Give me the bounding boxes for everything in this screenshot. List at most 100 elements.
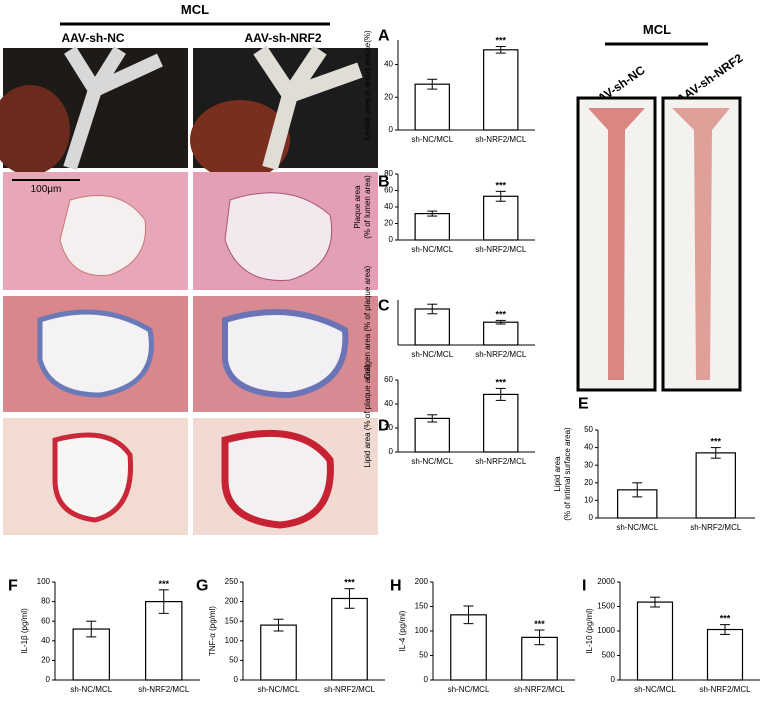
y-tick-label: 30 [584,460,593,469]
panel-label: E [578,395,589,412]
x-tick-label: sh-NRF2/MCL [138,685,190,694]
y-axis-label: IL-1β (pg/ml) [20,608,29,654]
x-tick-label: sh-NRF2/MCL [514,685,566,694]
y-tick-label: 40 [384,202,393,211]
y-tick-label: 40 [384,399,393,408]
y-tick-label: 50 [229,656,238,665]
y-tick-label: 200 [225,597,239,606]
panel-label: F [8,577,18,594]
y-tick-label: 0 [46,675,51,684]
y-axis-label: Lipid area [553,456,562,492]
bar [414,213,450,241]
bar [145,600,183,681]
significance: *** [710,437,721,447]
column-label: AAV-sh-NRF2 [244,31,321,45]
significance: *** [495,377,506,387]
x-tick-label: sh-NRF2/MCL [324,685,376,694]
x-tick-label: sh-NC/MCL [258,685,300,694]
y-tick-label: 0 [389,125,394,134]
y-tick-label: 50 [584,425,593,434]
x-tick-label: sh-NC/MCL [70,685,112,694]
y-tick-label: 250 [225,577,239,586]
image-detail [63,46,163,171]
bar [695,452,736,519]
y-tick-label: 60 [384,375,393,384]
image-detail [224,192,333,281]
significance: *** [534,619,545,629]
x-tick-label: sh-NRF2/MCL [699,685,751,694]
panel-label: A [378,27,390,44]
scale-label: 100μm [31,184,62,195]
y-tick-label: 0 [424,675,429,684]
bar [414,83,450,131]
bar [331,597,368,681]
y-tick-label: 500 [602,651,616,660]
image-detail [222,309,349,399]
y-tick-label: 150 [225,616,239,625]
bar [706,628,744,681]
bar [483,49,519,131]
y-axis-label: Lipid area (% of plaque area) [363,364,372,468]
y-tick-label: 20 [384,423,393,432]
y-axis-label: TNF-α (pg/ml) [208,606,217,656]
y-tick-label: 1500 [597,602,615,611]
y-tick-label: 20 [41,656,50,665]
bar [483,195,519,241]
image-detail [59,195,147,277]
y-axis-label: (% of lumen area) [363,175,372,239]
image-detail [52,432,134,523]
significance: *** [158,579,169,589]
y-tick-label: 100 [225,636,239,645]
image-detail [672,108,730,380]
y-tick-label: 200 [415,577,429,586]
y-tick-label: 100 [415,626,429,635]
y-tick-label: 40 [584,443,593,452]
y-tick-label: 0 [389,235,394,244]
bar [414,308,450,346]
group-title: MCL [643,22,671,37]
image-detail [588,108,645,380]
image-detail [0,85,70,175]
bar [483,393,519,453]
y-tick-label: 60 [41,616,50,625]
y-tick-label: 0 [389,447,394,456]
image-detail [37,309,154,398]
image-detail [253,45,363,171]
bar [414,417,450,453]
y-tick-label: 2000 [597,577,615,586]
y-axis-label: Plaque area [353,185,362,229]
y-tick-label: 10 [584,496,593,505]
significance: *** [495,180,506,190]
y-tick-label: 40 [41,636,50,645]
panel-label: H [390,577,402,594]
y-tick-label: 0 [611,675,616,684]
bar [483,321,519,346]
y-axis-label: IL-4 (pg/ml) [398,610,407,651]
y-axis-label: Collgen area (% of plaque area) [363,265,372,379]
y-tick-label: 150 [415,602,429,611]
x-tick-label: sh-NC/MCL [634,685,676,694]
y-tick-label: 1000 [597,626,615,635]
image-detail [221,429,334,529]
significance: *** [495,36,506,46]
x-tick-label: sh-NC/MCL [411,245,453,254]
y-tick-label: 80 [41,597,50,606]
y-axis-label: IL-10 (pg/ml) [585,608,594,654]
x-tick-label: sh-NRF2/MCL [690,523,742,532]
panel-label: I [582,577,586,594]
y-tick-label: 0 [234,675,239,684]
bar [450,614,487,681]
x-tick-label: sh-NRF2/MCL [475,135,527,144]
x-tick-label: sh-NC/MCL [411,457,453,466]
x-tick-label: sh-NRF2/MCL [475,245,527,254]
bar [72,628,110,681]
x-tick-label: sh-NRF2/MCL [475,350,527,359]
x-tick-label: sh-NC/MCL [448,685,490,694]
x-tick-label: sh-NC/MCL [411,135,453,144]
bar [636,601,674,681]
panel-label: C [378,297,390,314]
column-label: AAV-sh-NC [61,31,124,45]
y-tick-label: 40 [384,60,393,69]
y-axis-label: Lesion area in arcus aortae(%) [363,30,372,140]
